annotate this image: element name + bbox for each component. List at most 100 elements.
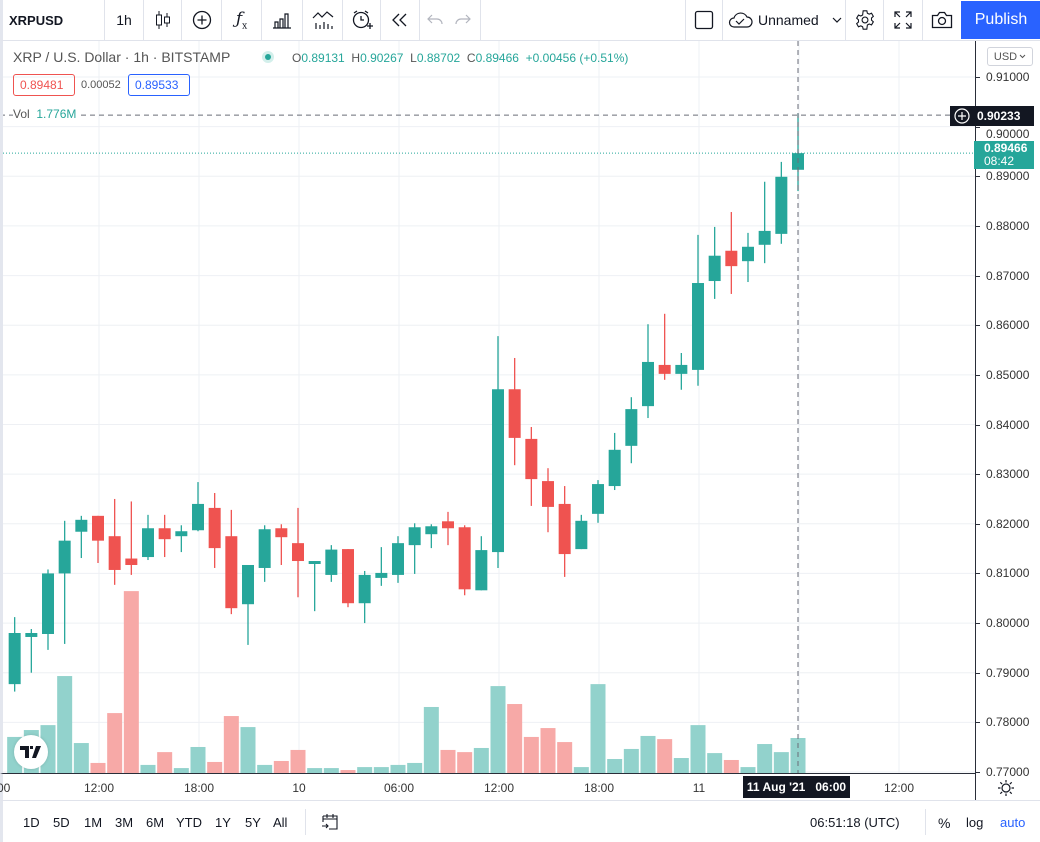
divider	[480, 0, 481, 40]
time-axis[interactable]: 00 12:00 18:00 10 06:00 12:00 18:00 11 12:00 11 …	[0, 773, 975, 800]
candle-body	[608, 449, 621, 487]
symbol-search-button[interactable]: XRPUSD	[9, 12, 64, 28]
spread-value: 0.00052	[81, 79, 121, 91]
square-icon	[694, 10, 714, 30]
time-tick-label: 18:00	[183, 781, 215, 795]
candle-body	[225, 536, 238, 609]
symbol-title[interactable]: XRP / U.S. Dollar · 1h · BITSTAMP	[13, 49, 231, 65]
candle-body	[325, 549, 338, 575]
range-button-5y[interactable]: 5Y	[245, 815, 261, 830]
price-tick-label: 0.89000	[986, 169, 1030, 184]
price-tick-label: 0.86000	[986, 318, 1030, 333]
last-price: 0.89466	[984, 141, 1028, 155]
volume-bar	[390, 764, 406, 773]
divider	[845, 0, 846, 40]
snapshot-button[interactable]	[923, 0, 960, 40]
volume-bar	[107, 713, 123, 773]
volume-legend[interactable]: Vol 1.776M	[13, 107, 80, 121]
camera-icon	[931, 11, 952, 29]
open-value: 0.89131	[301, 51, 345, 65]
redo-button[interactable]	[451, 0, 475, 40]
compare-button[interactable]	[262, 0, 302, 40]
auto-toggle[interactable]: auto	[1000, 815, 1026, 830]
range-button-1y[interactable]: 1Y	[215, 815, 231, 830]
last-price-label: 0.89466 08:42	[974, 141, 1034, 169]
layout-name-button[interactable]: Unnamed	[727, 0, 843, 40]
undo-button[interactable]	[423, 0, 447, 40]
fullscreen-button[interactable]	[884, 0, 922, 40]
candle-body	[458, 527, 471, 590]
price-tick-label: 0.78000	[986, 715, 1030, 730]
range-button-1d[interactable]: 1D	[23, 815, 40, 830]
indicators-button[interactable]: ƒx	[222, 0, 261, 40]
currency-button[interactable]: USD	[987, 47, 1033, 66]
volume-bar	[473, 747, 489, 773]
interval-button[interactable]: 1h	[116, 12, 132, 28]
volume-bar	[140, 764, 156, 773]
volume-bar	[673, 758, 689, 773]
price-tick-label: 0.90000	[986, 127, 1030, 141]
volume-bar	[557, 742, 573, 773]
candle-body	[42, 573, 54, 634]
price-tick-mark	[976, 623, 980, 625]
range-button-3m[interactable]: 3M	[115, 815, 134, 830]
axis-settings-button[interactable]	[997, 779, 1015, 802]
candle-body	[575, 520, 588, 550]
publish-button[interactable]: Publish	[961, 1, 1040, 39]
candle-body	[92, 515, 104, 541]
alert-button[interactable]	[343, 0, 380, 40]
volume-bar	[623, 748, 639, 773]
divider	[342, 0, 343, 40]
templates-button[interactable]	[303, 0, 342, 40]
change-value: +0.00456 (+0.51%)	[525, 51, 629, 65]
percent-toggle[interactable]: %	[938, 815, 951, 831]
goto-date-button[interactable]	[321, 813, 339, 836]
price-tick-label: 0.85000	[986, 367, 1030, 382]
volume-bar	[523, 736, 539, 773]
open-label: O	[292, 51, 302, 65]
volume-bar	[440, 749, 456, 773]
price-tick-label: 0.77000	[986, 765, 1030, 779]
candle-body	[142, 528, 154, 558]
time-tick-label: 12:00	[883, 781, 915, 795]
crosshair-price: 0.90233	[977, 109, 1021, 123]
divider	[221, 0, 222, 40]
crosshair-time-label: 11 Aug '21 06:00	[743, 776, 850, 798]
divider	[104, 0, 105, 40]
market-status-icon[interactable]	[262, 51, 274, 63]
volume-bar	[573, 767, 589, 773]
tradingview-logo[interactable]	[14, 735, 48, 769]
divider	[922, 0, 923, 40]
settings-button[interactable]	[846, 0, 883, 40]
volume-bar	[157, 752, 173, 773]
replay-button[interactable]	[381, 0, 419, 40]
undo-icon	[427, 14, 443, 25]
price-axis[interactable]: USD 0.91000 0.90000 0.89000 0.88000 0.87000 0…	[950, 41, 1040, 800]
range-button-ytd[interactable]: YTD	[176, 815, 202, 830]
plus-circle-icon[interactable]	[953, 107, 971, 125]
buy-price-button[interactable]: 0.89533	[128, 74, 190, 96]
chart-type-button[interactable]	[144, 0, 181, 40]
range-button-all[interactable]: All	[273, 815, 288, 830]
add-symbol-button[interactable]	[182, 0, 221, 40]
price-tick-mark	[976, 523, 980, 525]
volume-bar	[640, 735, 656, 773]
price-tick-mark	[976, 772, 980, 773]
sell-price-button[interactable]: 0.89481	[13, 74, 75, 96]
candle-body	[258, 529, 271, 568]
log-toggle[interactable]: log	[966, 815, 984, 830]
clock[interactable]: 06:51:18 (UTC)	[810, 815, 900, 830]
time-tick-label: 18:00	[583, 781, 615, 795]
candle-body	[408, 527, 421, 546]
select-layout-button[interactable]	[686, 0, 722, 40]
range-button-5d[interactable]: 5D	[53, 815, 70, 830]
volume-bar	[740, 767, 756, 773]
range-button-6m[interactable]: 6M	[146, 815, 165, 830]
layout-name: Unnamed	[758, 12, 819, 28]
range-button-1m[interactable]: 1M	[84, 815, 103, 830]
candle-body	[625, 409, 638, 446]
price-tick-label: 0.83000	[986, 467, 1030, 482]
time-tick-label: 11	[692, 781, 706, 795]
chart-pane[interactable]	[0, 41, 975, 773]
volume-bar	[90, 762, 106, 773]
